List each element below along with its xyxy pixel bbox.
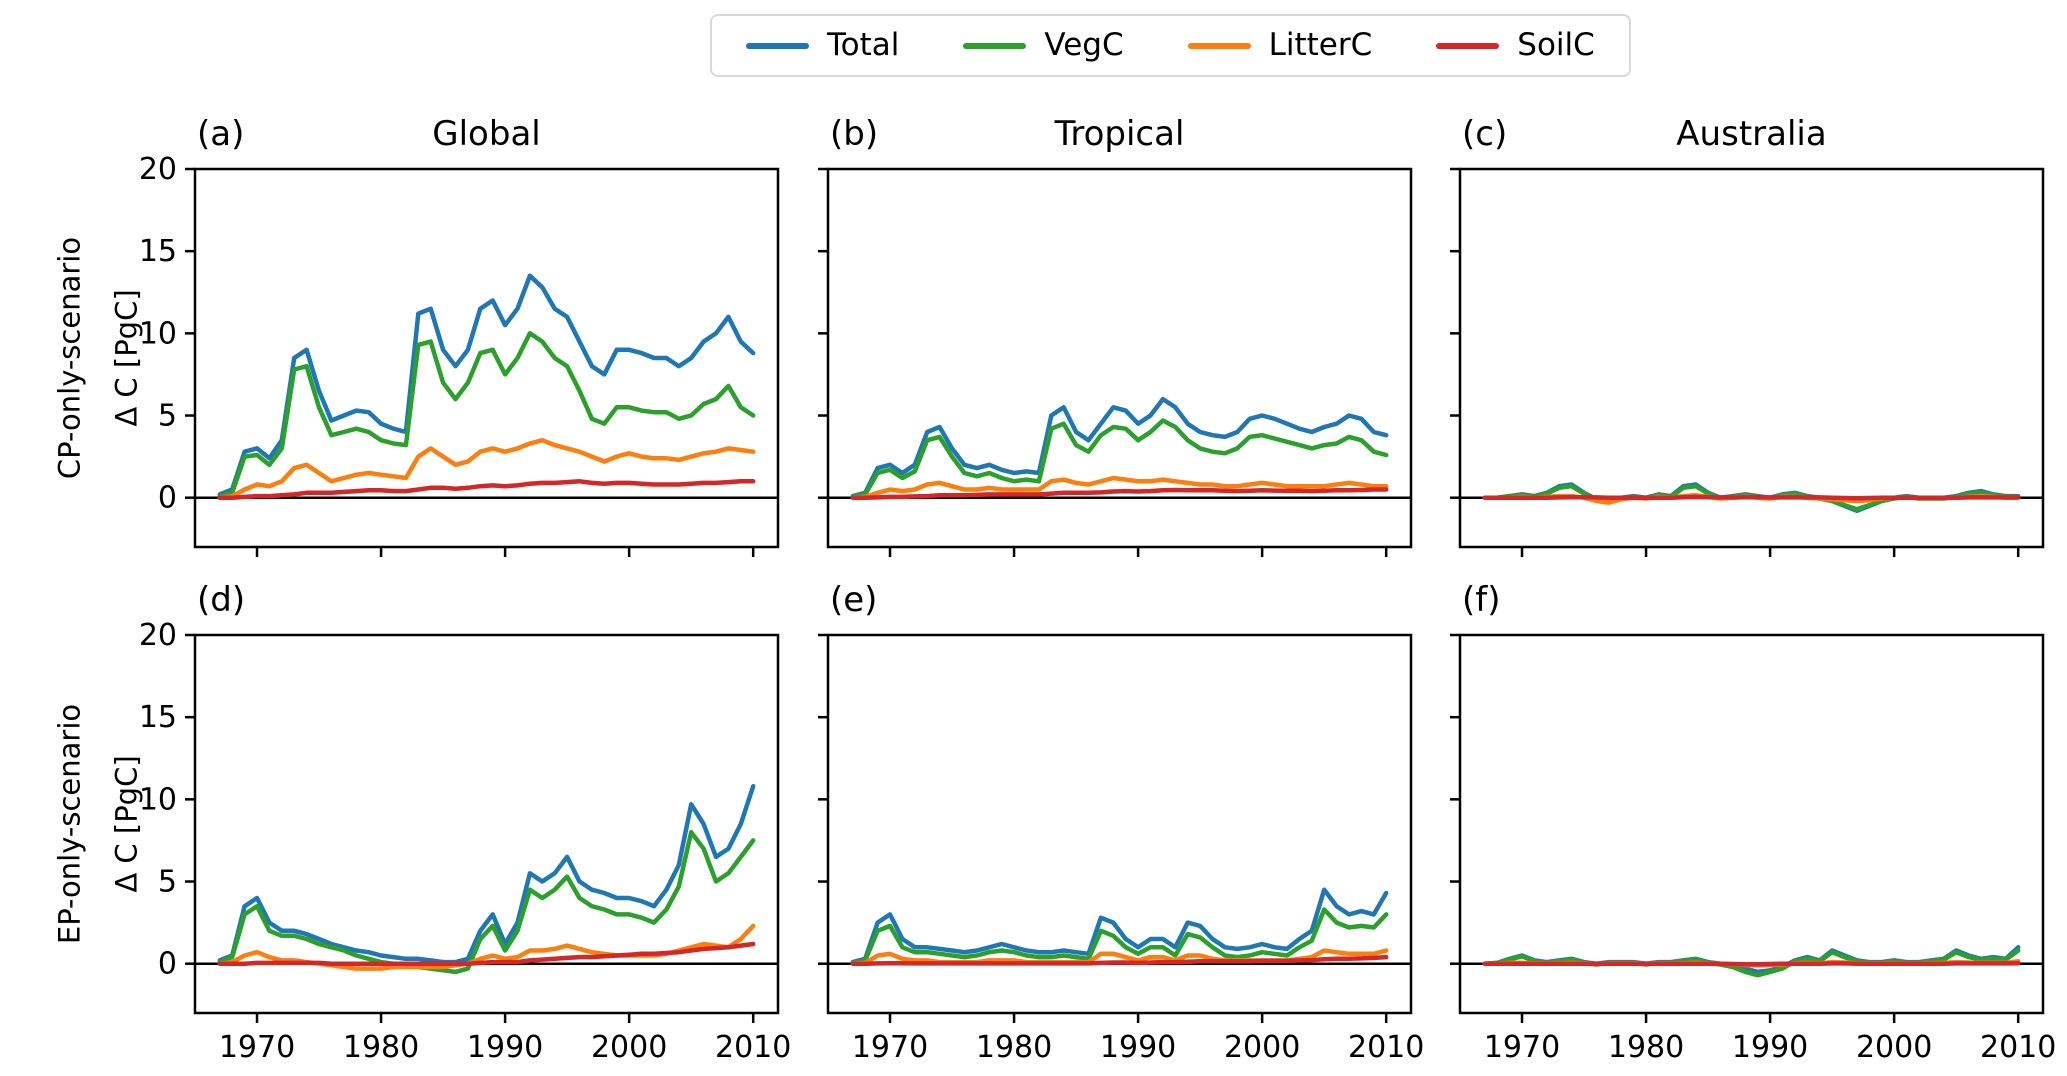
- row-label-cp-scenario: CP-only-scenario: [52, 236, 87, 480]
- svg-text:0: 0: [158, 947, 177, 982]
- panel-c-plot: [1450, 167, 2045, 557]
- panel-letter-f: (f): [1462, 580, 1501, 620]
- legend-item-litterc: LitterC: [1187, 27, 1373, 63]
- column-title-global: Global: [432, 114, 541, 154]
- legend-label-litterc: LitterC: [1268, 27, 1373, 63]
- svg-text:1990: 1990: [1732, 1030, 1808, 1065]
- svg-text:10: 10: [139, 782, 177, 817]
- panel-letter-e: (e): [830, 580, 878, 620]
- panel-e-plot: 1970 1980 1990 2000 2010: [818, 633, 1424, 1065]
- legend-label-total: Total: [827, 27, 900, 63]
- svg-text:1980: 1980: [343, 1030, 419, 1065]
- soilc-line-swatch: [1436, 42, 1500, 49]
- svg-text:15: 15: [139, 234, 177, 269]
- column-title-tropical: Tropical: [1054, 114, 1185, 154]
- legend-item-vegc: VegC: [963, 27, 1124, 63]
- panel-b-plot: [818, 167, 1413, 557]
- svg-text:1990: 1990: [1100, 1030, 1176, 1065]
- svg-text:2010: 2010: [1348, 1030, 1424, 1065]
- row-label-ep-scenario: EP-only-scenario: [52, 703, 87, 945]
- svg-text:0: 0: [158, 481, 177, 516]
- panel-letter-d: (d): [197, 580, 246, 620]
- svg-text:2000: 2000: [1856, 1030, 1932, 1065]
- svg-text:2000: 2000: [591, 1030, 667, 1065]
- svg-text:5: 5: [158, 865, 177, 900]
- litterc-line-swatch: [1187, 42, 1251, 49]
- total-line-swatch: [746, 42, 809, 49]
- svg-text:5: 5: [158, 399, 177, 434]
- panel-letter-b: (b): [830, 114, 879, 154]
- legend-item-total: Total: [746, 30, 899, 61]
- svg-text:1970: 1970: [1484, 1030, 1560, 1065]
- legend-label-vegc: VegC: [1044, 27, 1124, 63]
- svg-text:15: 15: [139, 700, 177, 735]
- svg-text:1980: 1980: [1608, 1030, 1684, 1065]
- svg-text:2010: 2010: [715, 1030, 791, 1065]
- column-title-australia: Australia: [1676, 114, 1827, 154]
- svg-text:1970: 1970: [852, 1030, 928, 1065]
- svg-text:2000: 2000: [1224, 1030, 1300, 1065]
- svg-text:2010: 2010: [1980, 1030, 2056, 1065]
- vegc-line-swatch: [963, 42, 1027, 49]
- panel-letter-a: (a): [197, 114, 245, 154]
- svg-text:1970: 1970: [219, 1030, 295, 1065]
- svg-text:1990: 1990: [467, 1030, 543, 1065]
- legend-label-soilc: SoilC: [1517, 27, 1595, 63]
- panel-f-plot: 1970 1980 1990 2000 2010: [1450, 633, 2056, 1065]
- svg-text:20: 20: [139, 618, 177, 653]
- svg-text:10: 10: [139, 316, 177, 351]
- panel-letter-c: (c): [1462, 114, 1508, 154]
- svg-text:1980: 1980: [976, 1030, 1052, 1065]
- svg-text:20: 20: [139, 152, 177, 187]
- panel-a-plot: 0 5 10 15 20: [139, 152, 780, 557]
- legend-item-soilc: SoilC: [1436, 30, 1595, 61]
- legend: Total VegC LitterC SoilC: [710, 14, 1631, 77]
- panel-d-plot: 1970 1980 1990 2000 2010 0 5 10 15 20: [139, 618, 792, 1065]
